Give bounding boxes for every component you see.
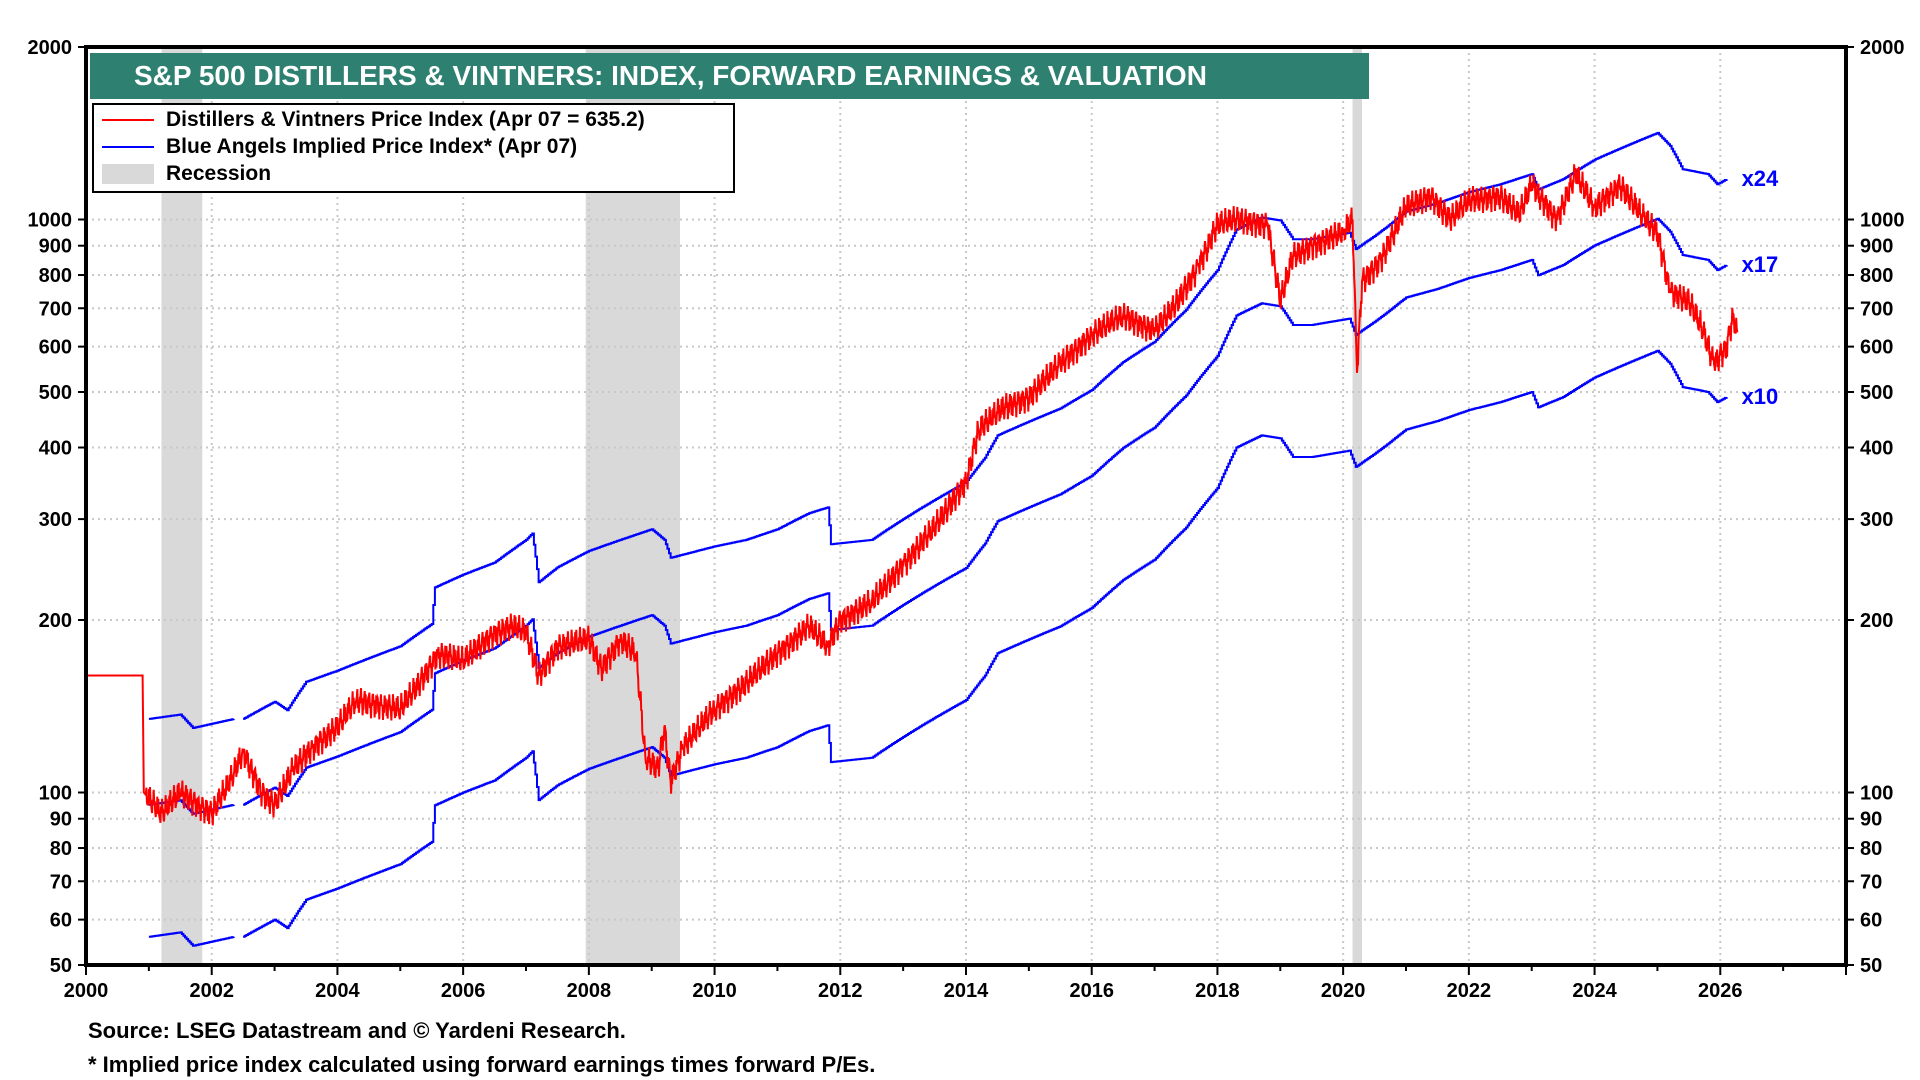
multiple-label-x24: x24 — [1742, 166, 1779, 191]
x-tick-label: 2014 — [944, 980, 989, 1002]
y-tick-label-right: 800 — [1860, 265, 1893, 287]
y-tick-label-right: 200 — [1860, 610, 1893, 632]
y-tick-label-left: 90 — [50, 809, 72, 831]
recession-band — [585, 47, 680, 965]
y-tick-label-left: 700 — [39, 298, 72, 320]
y-tick-label-right: 900 — [1860, 236, 1893, 258]
legend: Distillers & Vintners Price Index (Apr 0… — [92, 103, 735, 193]
legend-item-implied-index: Blue Angels Implied Price Index* (Apr 07… — [102, 134, 577, 160]
legend-swatch-gray — [102, 164, 154, 184]
x-tick-label: 2008 — [567, 980, 612, 1002]
x-tick-label: 2004 — [315, 980, 360, 1002]
x-tick-label: 2000 — [64, 980, 109, 1002]
y-tick-label-left: 70 — [50, 871, 72, 893]
y-tick-label-right: 80 — [1860, 838, 1882, 860]
multiple-label-x17: x17 — [1742, 252, 1779, 277]
price-index-line — [86, 164, 1739, 826]
x-tick-label: 2026 — [1698, 980, 1743, 1002]
y-tick-label-right: 300 — [1860, 509, 1893, 531]
y-tick-label-right: 600 — [1860, 337, 1893, 359]
x-tick-label: 2022 — [1447, 980, 1492, 1002]
recession-band — [1352, 47, 1362, 965]
x-tick-label: 2018 — [1195, 980, 1240, 1002]
x-tick-label: 2006 — [441, 980, 486, 1002]
y-tick-label-left: 50 — [50, 955, 72, 977]
y-tick-label-left: 400 — [39, 438, 72, 460]
x-tick-label: 2002 — [189, 980, 234, 1002]
x-tick-label: 2012 — [818, 980, 863, 1002]
x-tick-label: 2016 — [1069, 980, 1114, 1002]
y-tick-label-left: 1000 — [28, 209, 73, 231]
multiple-label-x10: x10 — [1742, 384, 1779, 409]
implied-line-x10 — [243, 349, 1728, 938]
y-tick-label-right: 2000 — [1860, 37, 1905, 59]
implied-line-x17 — [243, 217, 1728, 806]
y-tick-label-left: 500 — [39, 382, 72, 404]
implied-line-x24 — [148, 713, 235, 729]
y-tick-label-left: 60 — [50, 910, 72, 932]
implied-line-x10 — [148, 931, 235, 947]
y-tick-label-right: 1000 — [1860, 209, 1905, 231]
legend-item-price-index: Distillers & Vintners Price Index (Apr 0… — [102, 107, 645, 133]
y-tick-label-left: 800 — [39, 265, 72, 287]
y-tick-label-left: 80 — [50, 838, 72, 860]
y-tick-label-left: 2000 — [28, 37, 73, 59]
y-tick-label-right: 90 — [1860, 809, 1882, 831]
legend-swatch-blue — [102, 146, 154, 148]
y-tick-label-left: 200 — [39, 610, 72, 632]
legend-swatch-red — [102, 119, 154, 121]
y-tick-label-right: 400 — [1860, 438, 1893, 460]
y-tick-label-right: 70 — [1860, 871, 1882, 893]
x-tick-label: 2020 — [1321, 980, 1366, 1002]
y-tick-label-right: 100 — [1860, 783, 1893, 805]
legend-label: Recession — [166, 162, 272, 185]
legend-label: Distillers & Vintners Price Index (Apr 0… — [166, 108, 645, 131]
chart-title: S&P 500 DISTILLERS & VINTNERS: INDEX, FO… — [90, 53, 1369, 99]
footnote: * Implied price index calculated using f… — [88, 1052, 876, 1077]
y-tick-label-left: 300 — [39, 509, 72, 531]
y-tick-label-right: 700 — [1860, 298, 1893, 320]
y-tick-label-right: 60 — [1860, 910, 1882, 932]
legend-item-recession: Recession — [102, 161, 271, 187]
y-tick-label-left: 900 — [39, 236, 72, 258]
legend-label: Blue Angels Implied Price Index* (Apr 07… — [166, 135, 578, 158]
source-note: Source: LSEG Datastream and © Yardeni Re… — [88, 1018, 626, 1043]
y-tick-label-right: 50 — [1860, 955, 1882, 977]
y-tick-label-left: 600 — [39, 337, 72, 359]
y-tick-label-right: 500 — [1860, 382, 1893, 404]
y-tick-label-left: 100 — [39, 783, 72, 805]
x-tick-label: 2024 — [1572, 980, 1617, 1002]
x-tick-label: 2010 — [692, 980, 737, 1002]
